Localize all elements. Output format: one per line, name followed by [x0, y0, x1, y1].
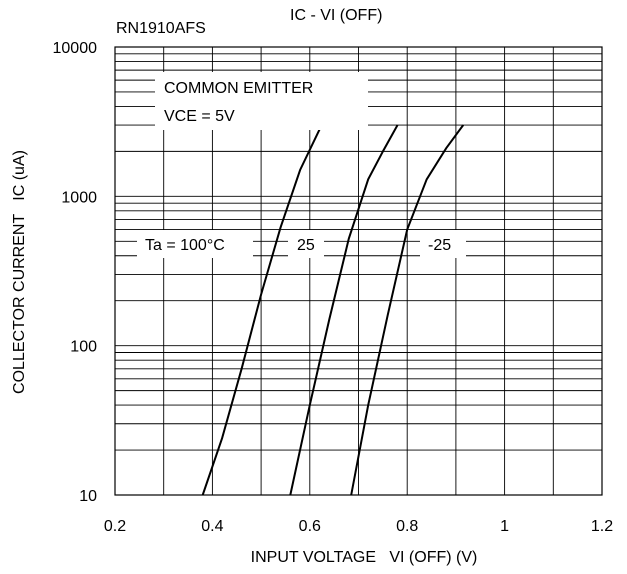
y-tick-label: 10	[79, 488, 97, 505]
series-label-100: Ta = 100°C	[145, 237, 225, 254]
x-tick-labels: 0.2 0.4 0.6 0.8 1 1.2	[104, 518, 613, 535]
y-tick-label: 10000	[53, 40, 98, 57]
chart-subtitle: RN1910AFS	[116, 20, 206, 37]
x-tick-label: 1.2	[591, 518, 613, 535]
conditions-box	[155, 72, 368, 130]
curves	[201, 124, 465, 496]
x-tick-label: 0.6	[299, 518, 321, 535]
x-tick-label: 1	[500, 518, 509, 535]
x-tick-label: 0.2	[104, 518, 126, 535]
chart-title: IC - VI (OFF)	[290, 7, 382, 24]
y-axis-label: COLLECTOR CURRENT IC (uA)	[11, 150, 28, 394]
series-label-m25: -25	[428, 237, 451, 254]
label-box-100	[137, 230, 253, 258]
y-tick-labels: 10 100 1000 10000	[53, 40, 98, 505]
x-axis-label: INPUT VOLTAGE VI (OFF) (V)	[251, 549, 478, 566]
series-line-1	[289, 124, 399, 496]
plot-frame	[114, 46, 603, 496]
series-label-25: 25	[297, 237, 315, 254]
label-box-25	[288, 230, 324, 258]
y-tick-label: 1000	[61, 189, 97, 206]
series-line-2	[350, 124, 465, 496]
label-box-m25	[420, 230, 466, 258]
condition-vce: VCE = 5V	[164, 108, 235, 125]
x-tick-label: 0.4	[201, 518, 223, 535]
condition-common-emitter: COMMON EMITTER	[164, 80, 313, 97]
y-tick-label: 100	[70, 339, 97, 356]
series-line-0	[201, 129, 321, 496]
x-tick-label: 0.8	[396, 518, 418, 535]
